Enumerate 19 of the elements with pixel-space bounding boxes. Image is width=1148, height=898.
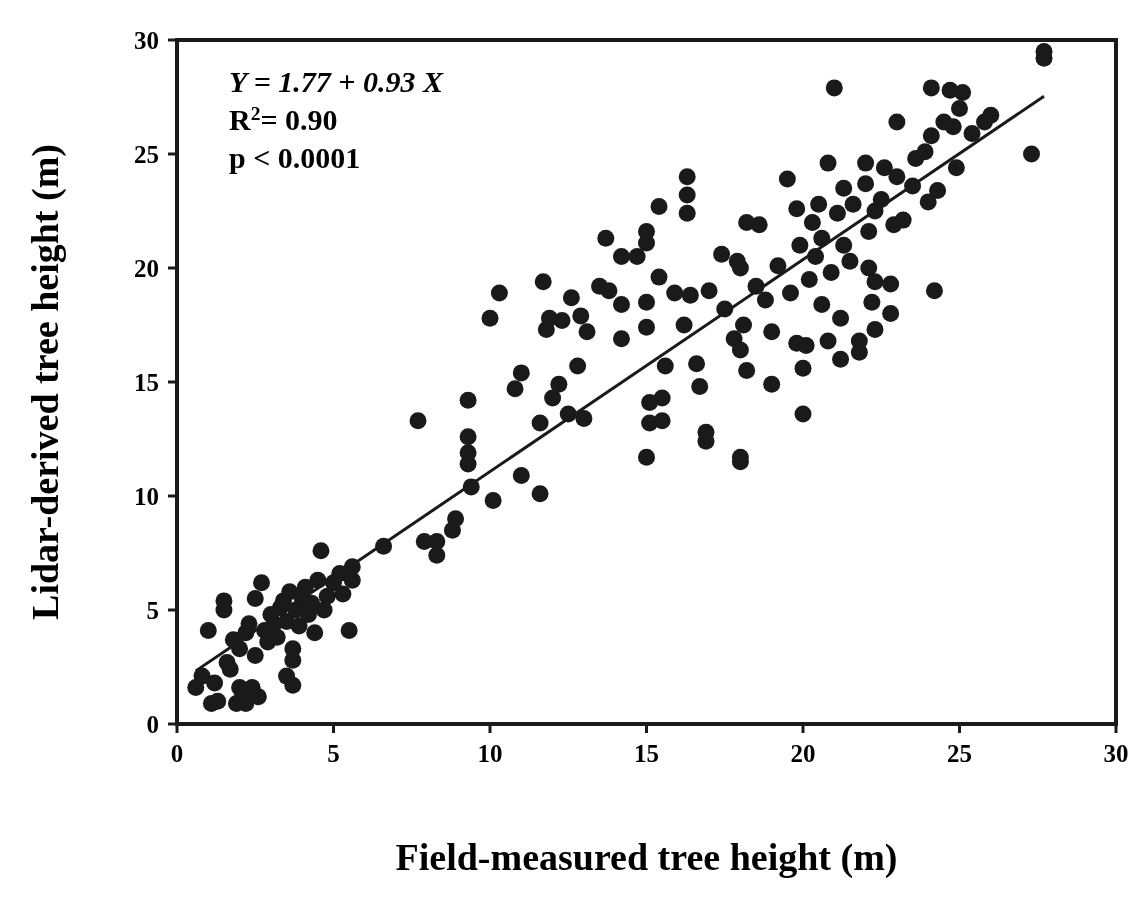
y-tick-label: 0: [146, 710, 159, 738]
x-tick-label: 15: [634, 740, 659, 767]
x-tick-label: 0: [170, 740, 184, 767]
y-axis-title: Lidar-derived tree height (m): [24, 144, 67, 620]
x-axis-title: Field-measured tree height (m): [395, 836, 898, 879]
y-tick-label: 25: [134, 140, 159, 168]
y-tick-label: 20: [134, 254, 159, 282]
x-tick-label: 10: [477, 740, 503, 767]
x-tick-label: 5: [327, 740, 340, 767]
annotation: R$^{2}$= 0.90: [229, 102, 338, 136]
annotation: p < 0.0001: [229, 141, 361, 174]
x-tick-label: 20: [790, 740, 816, 767]
y-tick-label: 30: [134, 26, 159, 54]
annotation: Y = 1.77 + 0.93 X: [229, 65, 444, 98]
y-tick-label: 10: [134, 482, 159, 510]
y-tick-label: 15: [134, 368, 159, 396]
x-tick-label: 30: [1103, 740, 1129, 767]
y-tick-label: 5: [146, 596, 159, 624]
x-tick-label: 25: [947, 740, 972, 767]
